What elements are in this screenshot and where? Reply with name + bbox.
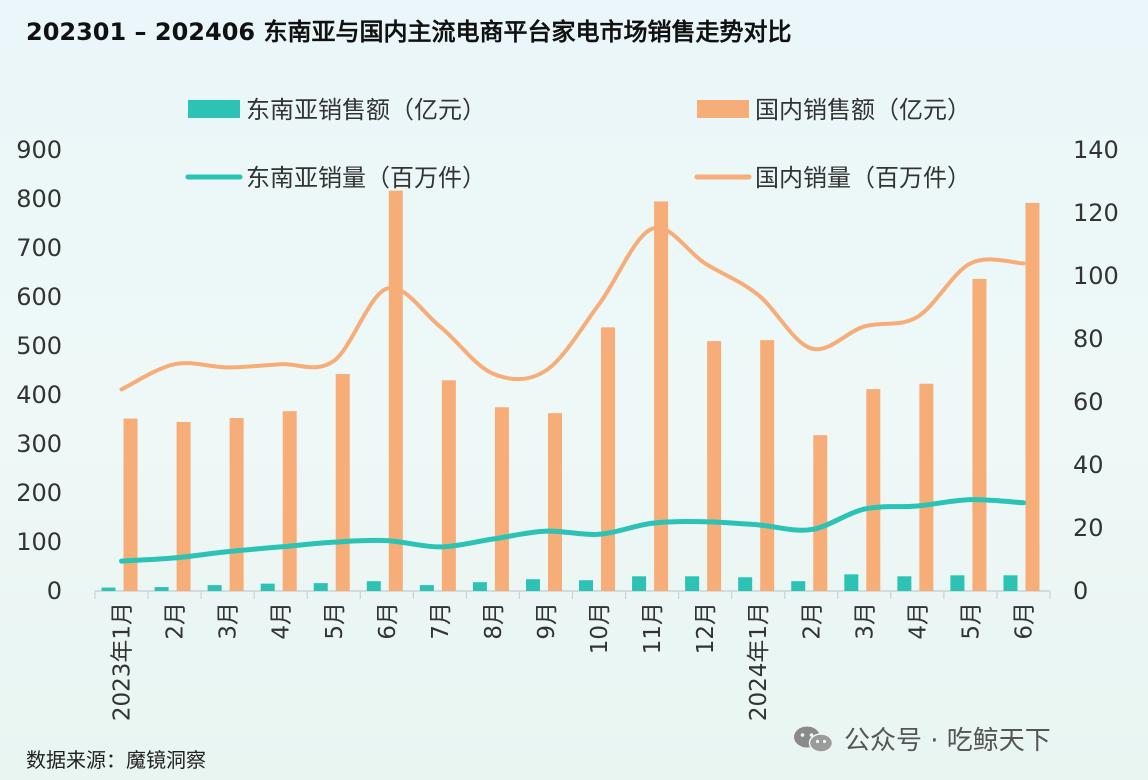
bar-domestic-sales — [760, 340, 775, 591]
x-tick-label: 2024年1月 — [746, 602, 772, 721]
bar-sea-sales — [366, 581, 381, 591]
bar-sea-sales — [950, 575, 965, 591]
legend-swatch — [188, 100, 240, 118]
bar-domestic-sales — [813, 435, 828, 591]
y-right-tick-label: 40 — [1073, 451, 1104, 479]
source-note: 数据来源：魔镜洞察 — [26, 748, 206, 772]
x-tick-label: 4月 — [269, 602, 295, 640]
x-tick-label: 6月 — [375, 602, 401, 640]
x-tick-label: 6月 — [1011, 602, 1037, 640]
bar-domestic-sales — [282, 411, 297, 591]
bar-domestic-sales — [654, 201, 669, 591]
bar-domestic-sales — [229, 418, 244, 591]
x-tick-label: 3月 — [852, 602, 878, 640]
bar-sea-sales — [472, 582, 487, 591]
y-right-tick-label: 0 — [1073, 577, 1088, 605]
bar-domestic-sales — [866, 389, 881, 591]
wechat-icon — [790, 723, 836, 755]
bar-domestic-sales — [547, 413, 562, 591]
x-tick-label: 7月 — [428, 602, 454, 640]
legend-label: 东南亚销量（百万件） — [246, 164, 486, 192]
y-left-tick-label: 700 — [16, 234, 62, 262]
y-right-tick-label: 20 — [1073, 514, 1104, 542]
bar-sea-sales — [154, 587, 169, 591]
legend-swatch — [697, 100, 749, 118]
bar-domestic-sales — [388, 190, 403, 592]
y-left-tick-label: 200 — [16, 479, 62, 507]
bar-domestic-sales — [176, 421, 191, 591]
bar-sea-sales — [419, 585, 434, 591]
x-tick-label: 3月 — [216, 602, 242, 640]
bar-sea-sales — [579, 580, 594, 591]
chart-legend: 东南亚销售额（亿元） 国内销售额（亿元） 东南亚销量（百万件） 国内销量（百万件） — [185, 96, 971, 192]
y-left-tick-label: 300 — [16, 430, 62, 458]
bar-domestic-sales — [123, 418, 138, 591]
legend-label: 东南亚销售额（亿元） — [246, 96, 486, 124]
bar-domestic-sales — [441, 380, 456, 591]
x-tick-label: 10月 — [587, 602, 613, 654]
chart-bars — [101, 190, 1040, 592]
bar-sea-sales — [632, 576, 647, 591]
y-left-tick-label: 0 — [47, 577, 62, 605]
x-tick-label: 12月 — [693, 602, 719, 654]
bar-sea-sales — [791, 581, 806, 591]
bar-sea-sales — [738, 577, 753, 591]
y-right-tick-label: 60 — [1073, 388, 1104, 416]
bar-sea-sales — [844, 574, 859, 591]
x-tick-label: 2023年1月 — [110, 602, 136, 721]
y-right-tick-label: 120 — [1073, 199, 1119, 227]
y-left-tick-label: 900 — [16, 136, 62, 164]
legend-label: 国内销量（百万件） — [755, 164, 971, 192]
legend-label: 国内销售额（亿元） — [755, 96, 971, 124]
y-left-tick-label: 400 — [16, 381, 62, 409]
bar-sea-sales — [101, 587, 116, 591]
bar-domestic-sales — [972, 278, 987, 591]
y-left-tick-label: 100 — [16, 528, 62, 556]
chart-axes: 0 100 200 300 400 500 600 700 800 900 0 20 40 60 80 100… — [16, 136, 1119, 721]
line-sea-volume — [119, 497, 1026, 564]
bar-sea-sales — [525, 579, 540, 591]
bar-sea-sales — [313, 583, 328, 591]
bar-domestic-sales — [601, 327, 616, 591]
y-right-tick-label: 80 — [1073, 325, 1104, 353]
y-right-tick-label: 100 — [1073, 262, 1119, 290]
x-tick-label: 4月 — [905, 602, 931, 640]
y-right-tick-label: 140 — [1073, 136, 1119, 164]
bar-sea-sales — [1003, 575, 1018, 591]
chart-lines — [119, 225, 1026, 564]
x-tick-label: 2月 — [799, 602, 825, 640]
bar-domestic-sales — [707, 341, 722, 591]
x-tick-label: 2月 — [163, 602, 189, 640]
y-left-tick-label: 800 — [16, 185, 62, 213]
watermark: 公众号 · 吃鲸天下 — [790, 720, 1051, 757]
y-left-tick-label: 500 — [16, 332, 62, 360]
bar-domestic-sales — [335, 373, 350, 591]
line-domestic-volume — [119, 225, 1026, 392]
x-tick-label: 5月 — [322, 602, 348, 640]
bar-domestic-sales — [1025, 202, 1040, 592]
bar-domestic-sales — [494, 407, 509, 591]
chart-title: 202301 – 202406 东南亚与国内主流电商平台家电市场销售走势对比 — [26, 18, 792, 46]
bar-sea-sales — [685, 576, 700, 591]
x-tick-label: 9月 — [534, 602, 560, 640]
bar-sea-sales — [897, 576, 912, 591]
y-left-tick-label: 600 — [16, 283, 62, 311]
x-tick-label: 11月 — [640, 602, 666, 654]
bar-domestic-sales — [919, 383, 934, 591]
bar-sea-sales — [207, 585, 222, 591]
bar-sea-sales — [260, 583, 275, 591]
x-tick-label: 5月 — [958, 602, 984, 640]
x-tick-label: 8月 — [481, 602, 507, 640]
watermark-text: 公众号 · 吃鲸天下 — [844, 726, 1051, 756]
